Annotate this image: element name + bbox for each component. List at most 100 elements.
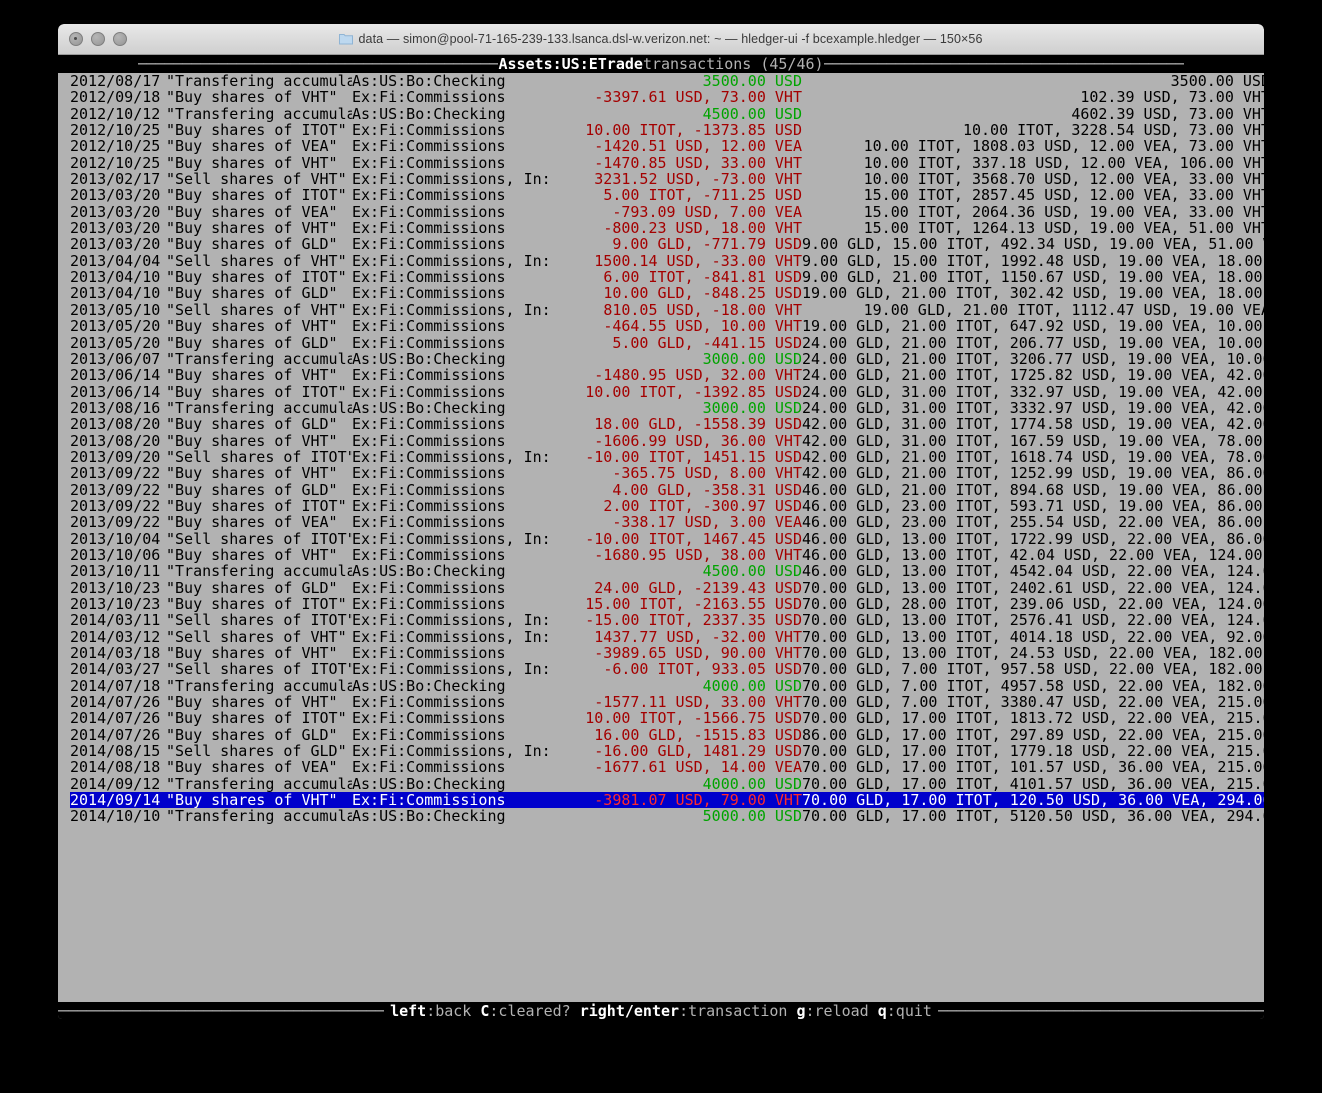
row-description: "Sell shares of ITOT"	[166, 530, 352, 547]
table-row[interactable]: 2013/09/22 "Buy shares of GLD" Ex:Fi:Commi…	[70, 481, 1264, 498]
row-balance: 70.00 GLD, 17.00 ITOT, 1813.72 USD, 22.0…	[802, 709, 1264, 728]
table-row[interactable]: 2013/08/20 "Buy shares of VHT" Ex:Fi:Commi…	[70, 432, 1264, 449]
table-row[interactable]: 2013/06/07 "Transfering accumula..As:US:B…	[70, 350, 1264, 367]
window-titlebar[interactable]: data — simon@pool-71-165-239-133.lsanca.…	[58, 24, 1264, 55]
row-date: 2012/09/18	[70, 88, 161, 107]
table-row[interactable]: 2012/10/12 "Transfering accumula..As:US:B…	[70, 104, 1264, 123]
table-row[interactable]: 2014/07/26 "Buy shares of VHT" Ex:Fi:Commi…	[70, 694, 1264, 711]
table-row[interactable]: 2012/09/18 "Buy shares of VHT" Ex:Fi:Commi…	[70, 88, 1264, 107]
row-date: 2013/09/22	[70, 513, 161, 532]
status-key[interactable]: C	[480, 1002, 490, 1019]
row-description: "Sell shares of GLD"	[166, 743, 347, 760]
table-row[interactable]: 2013/09/22 "Buy shares of VEA" Ex:Fi:Commi…	[70, 513, 1264, 532]
row-account: Ex:Fi:Commissions	[352, 187, 506, 204]
row-description: "Buy shares of VHT"	[166, 367, 338, 384]
row-balance: 4602.39 USD, 73.00 VHT	[1071, 104, 1264, 123]
table-row[interactable]: 2012/08/17 "Transfering accumula..As:US:B…	[70, 73, 1264, 89]
row-account: Ex:Fi:Commissions, In:..	[352, 448, 552, 466]
row-date: 2013/08/16	[70, 398, 161, 417]
row-date: 2014/03/18	[70, 644, 161, 663]
row-description: "Buy shares of VHT"	[166, 318, 338, 335]
row-description: "Buy shares of VEA"	[166, 514, 338, 531]
row-amount: 10.00 ITOT, -1392.85 USD	[585, 382, 802, 401]
table-row[interactable]: 2013/04/10 "Buy shares of GLD" Ex:Fi:Commi…	[70, 284, 1264, 303]
row-balance: 10.00 ITOT, 3568.70 USD, 12.00 VEA, 33.0…	[863, 170, 1264, 189]
row-account: Ex:Fi:Commissions	[352, 726, 506, 744]
table-row[interactable]: 2013/09/22 "Buy shares of VHT" Ex:Fi:Commi…	[70, 465, 1264, 482]
row-balance: 46.00 GLD, 23.00 ITOT, 255.54 USD, 22.00…	[802, 513, 1264, 532]
table-row[interactable]: 2014/07/26 "Buy shares of ITOT" Ex:Fi:Comm…	[70, 709, 1264, 728]
table-row[interactable]: 2014/03/12 "Sell shares of VHT" Ex:Fi:Comm…	[70, 627, 1264, 646]
table-row[interactable]: 2013/06/14 "Buy shares of VHT" Ex:Fi:Commi…	[70, 367, 1264, 384]
table-row[interactable]: 2013/05/10 "Sell shares of VHT" Ex:Fi:Comm…	[70, 301, 1264, 318]
close-button[interactable]	[69, 32, 83, 46]
table-row[interactable]: 2013/03/20 "Buy shares of GLD" Ex:Fi:Commi…	[70, 236, 1264, 253]
table-row[interactable]: 2013/03/20 "Buy shares of VEA" Ex:Fi:Commi…	[70, 202, 1264, 221]
table-row[interactable]: 2014/10/10 "Transfering accumula..As:US:B…	[70, 808, 1264, 825]
row-balance: 46.00 GLD, 13.00 ITOT, 42.04 USD, 22.00 …	[802, 545, 1264, 564]
table-row[interactable]: 2013/08/16 "Transfering accumula..As:US:B…	[70, 398, 1264, 417]
window-controls[interactable]	[69, 32, 127, 46]
table-row[interactable]: 2014/03/27 "Sell shares of ITOT" Ex:Fi:Com…	[70, 660, 1264, 679]
row-balance: 10.00 ITOT, 1808.03 USD, 12.00 VEA, 73.0…	[863, 137, 1264, 156]
table-row[interactable]: 2012/10/25 "Buy shares of ITOT" Ex:Fi:Comm…	[70, 122, 1264, 139]
zoom-button[interactable]	[113, 32, 127, 46]
table-row[interactable]: 2014/07/18 "Transfering accumula..As:US:B…	[70, 676, 1264, 695]
status-key[interactable]: right/enter	[579, 1002, 680, 1019]
row-date: 2012/10/25	[70, 153, 161, 172]
status-keybindings[interactable]: left:back C:cleared? right/enter:transac…	[384, 1003, 938, 1019]
table-row[interactable]: 2013/02/17 "Sell shares of VHT" Ex:Fi:Comm…	[70, 170, 1264, 189]
status-key[interactable]: g	[796, 1002, 806, 1019]
table-row[interactable]: 2013/10/04 "Sell shares of ITOT" Ex:Fi:Com…	[70, 530, 1264, 547]
row-description: "Transfering accumula..	[166, 677, 352, 695]
row-description: "Buy shares of VHT"	[166, 220, 338, 237]
row-amount: 24.00 GLD, -2139.43 USD	[594, 578, 802, 597]
table-row[interactable]: 2014/03/18 "Buy shares of VHT" Ex:Fi:Commi…	[70, 644, 1264, 663]
table-row[interactable]: 2014/09/14 "Buy shares of VHT" Ex:Fi:Commi…	[70, 792, 1264, 808]
table-row[interactable]: 2014/08/15 "Sell shares of GLD" Ex:Fi:Comm…	[70, 743, 1264, 760]
row-balance: 70.00 GLD, 28.00 ITOT, 239.06 USD, 22.00…	[802, 595, 1264, 613]
table-row[interactable]: 2013/05/20 "Buy shares of GLD" Ex:Fi:Commi…	[70, 334, 1264, 351]
minimize-button[interactable]	[91, 32, 105, 46]
row-date: 2014/07/18	[70, 676, 161, 695]
table-row[interactable]: 2014/08/18 "Buy shares of VEA" Ex:Fi:Commi…	[70, 759, 1264, 776]
row-account: Ex:Fi:Commissions, In:..	[352, 628, 552, 646]
terminal-screen[interactable]: ────────────────────────────────────────…	[58, 55, 1264, 1019]
table-row[interactable]: 2013/08/20 "Buy shares of GLD" Ex:Fi:Commi…	[70, 416, 1264, 433]
table-row[interactable]: 2013/10/23 "Buy shares of GLD" Ex:Fi:Commi…	[70, 578, 1264, 597]
row-account: Ex:Fi:Commissions	[352, 154, 506, 172]
row-account: Ex:Fi:Commissions, In:..	[352, 171, 552, 188]
table-row[interactable]: 2013/03/20 "Buy shares of VHT" Ex:Fi:Commi…	[70, 220, 1264, 237]
row-account: Ex:Fi:Commissions	[352, 285, 506, 302]
terminal-window[interactable]: data — simon@pool-71-165-239-133.lsanca.…	[58, 24, 1264, 1019]
row-date: 2014/03/12	[70, 627, 161, 646]
status-key[interactable]: q	[877, 1002, 887, 1019]
table-row[interactable]: 2013/09/22 "Buy shares of ITOT" Ex:Fi:Comm…	[70, 498, 1264, 515]
table-row[interactable]: 2013/04/10 "Buy shares of ITOT" Ex:Fi:Comm…	[70, 269, 1264, 286]
row-date: 2014/03/27	[70, 660, 161, 679]
table-row[interactable]: 2013/10/11 "Transfering accumula..As:US:B…	[70, 563, 1264, 580]
row-balance: 15.00 ITOT, 2064.36 USD, 19.00 VEA, 33.0…	[863, 202, 1264, 221]
row-description: "Buy shares of GLD"	[166, 334, 338, 351]
transactions-list[interactable]: 2012/08/17"Transfering accumula..As:US:B…	[58, 73, 1264, 1002]
row-description: "Buy shares of ITOT"	[166, 383, 347, 400]
table-row[interactable]: 2013/03/20 "Buy shares of ITOT" Ex:Fi:Comm…	[70, 187, 1264, 204]
table-row[interactable]: 2013/04/04 "Sell shares of VHT" Ex:Fi:Comm…	[70, 252, 1264, 269]
table-row[interactable]: 2014/09/12 "Transfering accumula..As:US:B…	[70, 775, 1264, 792]
table-row[interactable]: 2012/10/25 "Buy shares of VEA" Ex:Fi:Commi…	[70, 137, 1264, 156]
table-row[interactable]: 2013/05/20 "Buy shares of VHT" Ex:Fi:Commi…	[70, 317, 1264, 336]
row-account: Ex:Fi:Commissions	[352, 367, 506, 384]
table-row[interactable]: 2012/10/25 "Buy shares of VHT" Ex:Fi:Commi…	[70, 153, 1264, 172]
status-key[interactable]: left	[390, 1002, 427, 1019]
table-row[interactable]: 2013/09/20 "Sell shares of ITOT" Ex:Fi:Com…	[70, 448, 1264, 466]
table-row[interactable]: 2014/07/26 "Buy shares of GLD" Ex:Fi:Commi…	[70, 726, 1264, 744]
row-date: 2013/04/10	[70, 284, 161, 303]
table-row[interactable]: 2014/03/11 "Sell shares of ITOT" Ex:Fi:Com…	[70, 612, 1264, 629]
table-row[interactable]: 2013/10/23 "Buy shares of ITOT" Ex:Fi:Comm…	[70, 595, 1264, 613]
row-account: Ex:Fi:Commissions	[352, 203, 506, 221]
row-date: 2013/05/20	[70, 317, 161, 336]
row-date: 2013/06/14	[70, 382, 161, 401]
table-row[interactable]: 2013/10/06 "Buy shares of VHT" Ex:Fi:Commi…	[70, 545, 1264, 564]
row-amount: -464.55 USD, 10.00 VHT	[603, 317, 802, 336]
table-row[interactable]: 2013/06/14 "Buy shares of ITOT" Ex:Fi:Comm…	[70, 382, 1264, 401]
